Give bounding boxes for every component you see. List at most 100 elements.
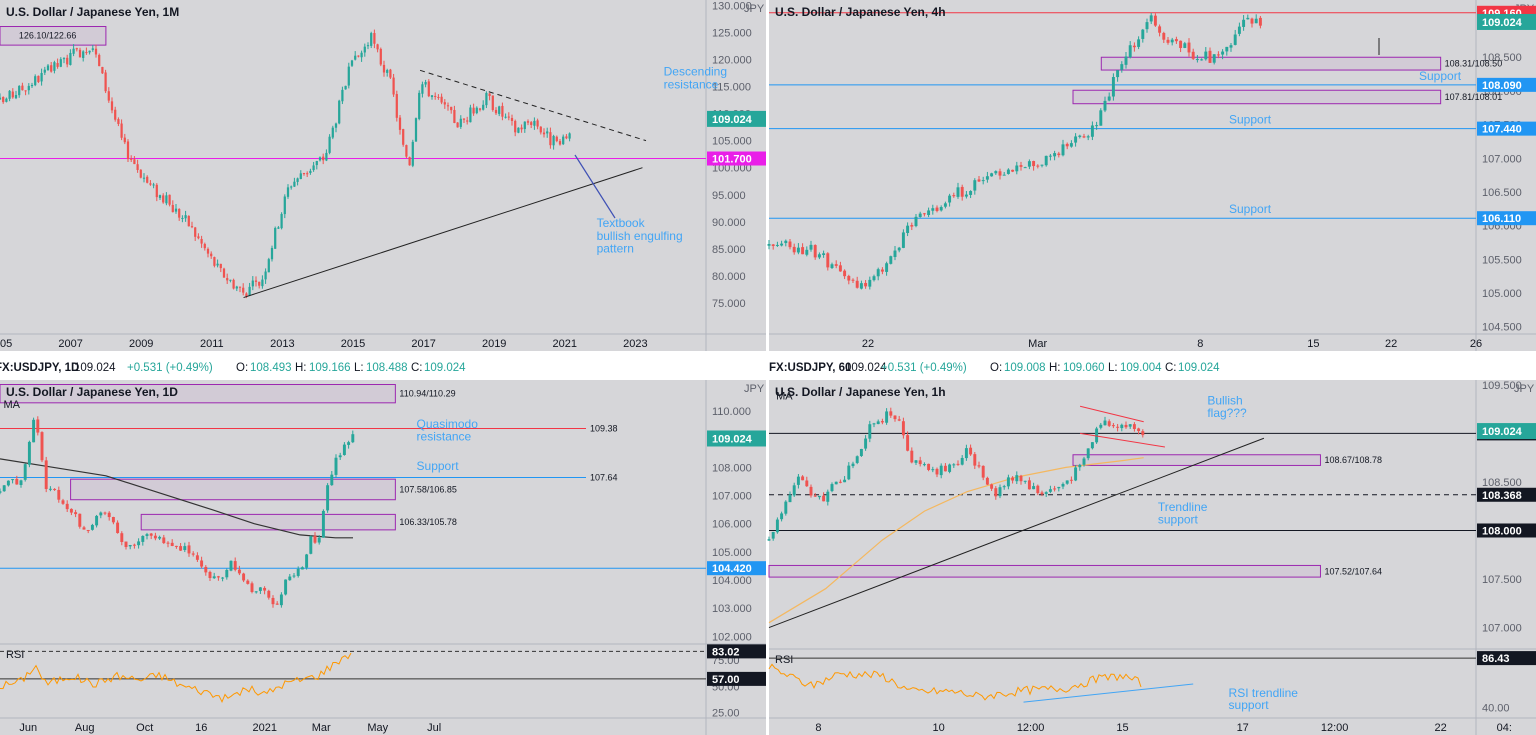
monthly-chart-pane[interactable]: 75.000 80.000 85.000 90.000 95.000 100.000 105… bbox=[0, 0, 766, 351]
candle-body bbox=[382, 64, 386, 73]
candle-body bbox=[124, 541, 128, 548]
candle-body bbox=[542, 132, 546, 135]
h4-chart-pane[interactable]: 104.500105.000105.500106.000106.500107.0… bbox=[767, 0, 1536, 351]
candle-body bbox=[931, 208, 935, 211]
candle-body bbox=[450, 106, 453, 111]
candle-body bbox=[235, 286, 238, 289]
trendline bbox=[419, 69, 647, 142]
candle-body bbox=[1191, 51, 1195, 59]
candle-body bbox=[998, 487, 1002, 497]
candle-body bbox=[59, 59, 62, 67]
candle-body bbox=[1061, 483, 1065, 487]
y-tick-label: 110.000 bbox=[712, 406, 751, 418]
candle-body bbox=[775, 244, 779, 246]
candle-body bbox=[897, 247, 901, 251]
candle-body bbox=[162, 537, 166, 544]
candle-body bbox=[885, 411, 889, 423]
candle-body bbox=[1036, 485, 1040, 494]
candle-body bbox=[1204, 51, 1208, 60]
candle-body bbox=[194, 227, 197, 237]
candle-body bbox=[30, 84, 34, 87]
candle-body bbox=[46, 65, 50, 71]
candle-body bbox=[977, 465, 981, 467]
candle-body bbox=[187, 215, 190, 227]
h1-chart-pane[interactable]: 107.000107.500108.000108.500109.000109.5… bbox=[767, 380, 1536, 735]
high-label: H: bbox=[1049, 362, 1061, 374]
low-value: 108.488 bbox=[366, 362, 408, 374]
candle-body bbox=[935, 468, 939, 475]
candle-body bbox=[1233, 34, 1237, 45]
candle-body bbox=[1225, 46, 1229, 52]
candle-body bbox=[286, 187, 290, 197]
candle-body bbox=[117, 119, 120, 124]
x-tick-label: 12:00 bbox=[1017, 722, 1045, 734]
candle-body bbox=[405, 145, 408, 157]
candle-body bbox=[1145, 22, 1149, 30]
candle-body bbox=[56, 63, 59, 67]
candle-body bbox=[843, 479, 847, 483]
candle-body bbox=[1174, 39, 1178, 42]
candle-body bbox=[34, 76, 37, 86]
daily-chart-pane[interactable]: 102.000 103.000 104.000 105.000 106.000 107.0… bbox=[0, 380, 766, 735]
candle-body bbox=[299, 173, 302, 180]
candle-body bbox=[88, 50, 91, 53]
candle-body bbox=[834, 481, 838, 485]
candle-body bbox=[943, 465, 947, 472]
x-tick-label: Aug bbox=[75, 722, 95, 734]
x-tick-label: 2019 bbox=[482, 338, 506, 350]
candle-group bbox=[767, 407, 1145, 541]
candle-body bbox=[107, 91, 110, 101]
candle-body bbox=[1019, 165, 1023, 167]
candle-body bbox=[27, 441, 31, 465]
rsi-label: RSI bbox=[6, 649, 24, 661]
candle-body bbox=[530, 122, 533, 125]
candle-body bbox=[226, 278, 229, 281]
x-tick-label: 15 bbox=[1307, 338, 1319, 350]
candle-body bbox=[40, 432, 44, 461]
candle-body bbox=[901, 421, 905, 436]
candle-body bbox=[1057, 153, 1061, 156]
candle-body bbox=[834, 264, 838, 266]
candle-body bbox=[788, 494, 792, 503]
price-level-tag-label: 108.090 bbox=[1482, 80, 1522, 92]
candle-body bbox=[133, 159, 136, 165]
candle-body bbox=[149, 533, 153, 536]
candle-body bbox=[62, 58, 66, 60]
unit-label: JPY bbox=[1514, 383, 1535, 395]
candle-body bbox=[843, 270, 847, 277]
candle-body bbox=[1200, 59, 1204, 61]
candle-body bbox=[11, 479, 15, 481]
candle-body bbox=[208, 571, 212, 579]
open-label: O: bbox=[990, 362, 1002, 374]
candle-body bbox=[922, 213, 926, 215]
candle-body bbox=[1258, 17, 1262, 26]
candle-body bbox=[103, 512, 107, 514]
candle-body bbox=[872, 276, 876, 281]
candle-group bbox=[0, 416, 355, 608]
candle-body bbox=[994, 171, 998, 174]
price-level-tag-label: 108.000 bbox=[1482, 525, 1522, 537]
x-tick-label: 8 bbox=[1197, 338, 1203, 350]
change-value: +0.531 (+0.49%) bbox=[881, 362, 967, 374]
candle-body bbox=[181, 217, 184, 219]
candle-body bbox=[267, 259, 270, 273]
candle-body bbox=[5, 98, 8, 102]
y-tick-label: 108.000 bbox=[712, 462, 752, 474]
candle-body bbox=[851, 463, 855, 467]
last-price-tag-label: 109.024 bbox=[712, 433, 753, 445]
unit-label: JPY bbox=[744, 3, 765, 15]
candle-body bbox=[130, 158, 133, 160]
y-tick-label: 125.000 bbox=[712, 27, 752, 39]
candle-body bbox=[392, 77, 395, 95]
candle-body bbox=[165, 195, 168, 204]
low-label: L: bbox=[354, 362, 364, 374]
x-tick-label: 2021 bbox=[253, 722, 277, 734]
candle-body bbox=[876, 269, 880, 277]
candle-body bbox=[242, 573, 246, 581]
candle-body bbox=[82, 51, 85, 58]
candle-body bbox=[533, 120, 536, 126]
candle-body bbox=[1141, 29, 1145, 39]
x-tick-label: Mar bbox=[1028, 338, 1047, 350]
level-label: 107.64 bbox=[590, 472, 618, 482]
x-tick-label: 22 bbox=[1435, 722, 1447, 734]
